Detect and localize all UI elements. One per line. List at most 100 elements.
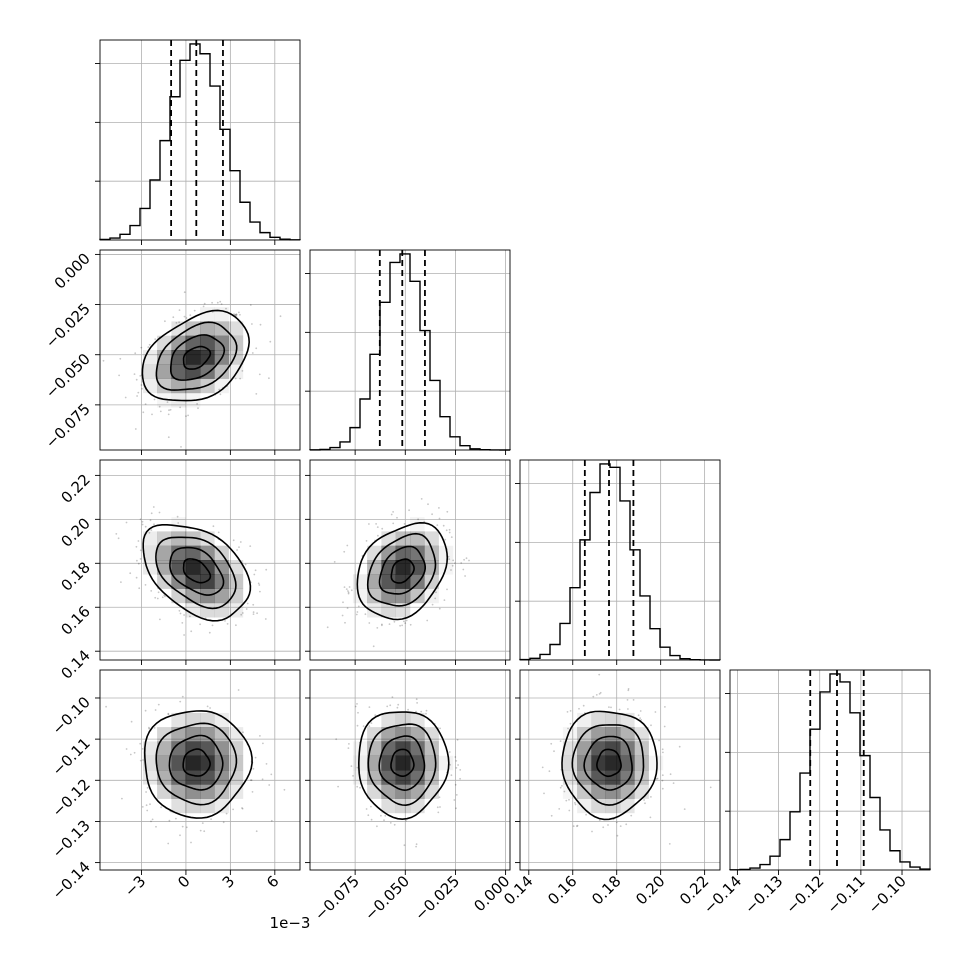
sample-point <box>158 405 161 408</box>
sample-point <box>166 401 169 403</box>
density-cell <box>367 727 382 742</box>
sample-point <box>264 618 267 620</box>
density-cell <box>352 588 368 604</box>
sample-point <box>574 802 576 804</box>
density-cell <box>381 798 396 814</box>
density-cell <box>395 784 411 799</box>
sample-point <box>439 806 441 808</box>
density-cell <box>381 545 396 561</box>
sample-point <box>167 842 170 845</box>
sample-point <box>420 710 423 713</box>
density-cell <box>171 531 186 546</box>
sample-point <box>632 699 635 701</box>
sample-point <box>637 714 640 717</box>
density-cell <box>367 755 382 771</box>
sample-point <box>178 309 181 311</box>
sample-point <box>431 513 433 516</box>
sample-point <box>270 819 273 822</box>
sample-point <box>388 623 391 625</box>
sample-point <box>343 586 346 588</box>
sample-point <box>426 619 429 622</box>
sample-point <box>219 393 222 396</box>
sample-point <box>568 798 570 801</box>
density-cell <box>562 755 578 771</box>
sample-point <box>148 727 151 730</box>
sample-point <box>135 545 138 548</box>
sample-point <box>591 830 593 833</box>
sample-point <box>397 703 400 706</box>
sample-point <box>179 700 182 703</box>
sample-point <box>254 756 257 759</box>
sample-point <box>226 623 229 625</box>
sample-point <box>183 634 186 636</box>
sample-point <box>261 778 264 781</box>
sample-point <box>664 706 666 708</box>
density-cell <box>157 755 172 771</box>
sample-point <box>154 596 157 599</box>
sample-point <box>168 819 171 822</box>
density-cell <box>157 574 172 589</box>
density-cell <box>142 531 158 546</box>
density-cell <box>157 335 172 351</box>
density-cell <box>214 727 229 742</box>
sample-point <box>342 601 344 604</box>
y-tick-label: 0.20 <box>57 514 93 550</box>
sample-point <box>235 313 238 316</box>
density-cell <box>200 307 215 322</box>
sample-point <box>244 563 247 566</box>
density-cell <box>424 741 439 756</box>
density-cell <box>200 350 215 365</box>
sample-point <box>102 359 105 362</box>
density-cell <box>410 770 425 785</box>
sample-point <box>415 710 417 713</box>
sample-point <box>181 695 184 698</box>
sample-point <box>179 834 181 837</box>
y-tick-label: −0.13 <box>49 817 94 862</box>
density-cell <box>171 712 186 728</box>
contour-0 <box>182 748 211 777</box>
sample-point <box>150 820 152 823</box>
sample-point <box>255 347 258 350</box>
y-tick-label: −0.025 <box>42 300 94 352</box>
sample-point <box>403 523 406 525</box>
sample-point <box>249 779 252 781</box>
sample-point <box>649 816 652 819</box>
sample-point <box>156 597 159 600</box>
sample-point <box>350 765 353 767</box>
sample-point <box>576 825 578 828</box>
density-cell <box>142 364 158 379</box>
sample-point <box>163 594 166 597</box>
sample-point <box>347 747 350 749</box>
sample-point <box>644 802 646 805</box>
sample-point <box>455 760 458 762</box>
sample-point <box>381 623 383 626</box>
sample-point <box>541 766 544 769</box>
sample-point <box>168 409 170 412</box>
sample-point <box>392 511 394 513</box>
sample-point <box>450 536 453 538</box>
sample-point <box>252 613 255 615</box>
y-tick-label: 0.14 <box>57 646 93 682</box>
sample-point <box>249 545 252 547</box>
sample-point <box>405 820 407 822</box>
panel-frame-3-0 <box>99 669 301 871</box>
density-cell <box>591 712 606 728</box>
sample-point <box>141 748 144 750</box>
sample-point <box>283 788 286 791</box>
sample-point <box>347 590 349 592</box>
x-tick-label: 0.18 <box>588 872 624 908</box>
sample-point <box>144 584 147 586</box>
density-cell <box>171 588 186 604</box>
sample-point <box>157 591 160 594</box>
sample-point <box>220 303 223 305</box>
density-cell <box>200 741 215 756</box>
sample-point <box>354 705 357 708</box>
sample-point <box>376 825 378 828</box>
sample-point <box>196 403 199 405</box>
sample-point <box>125 748 128 750</box>
sample-point <box>448 558 451 560</box>
sample-point <box>185 317 188 319</box>
density-cell <box>142 545 158 561</box>
sample-point <box>150 529 153 531</box>
histogram-3 <box>729 673 931 871</box>
